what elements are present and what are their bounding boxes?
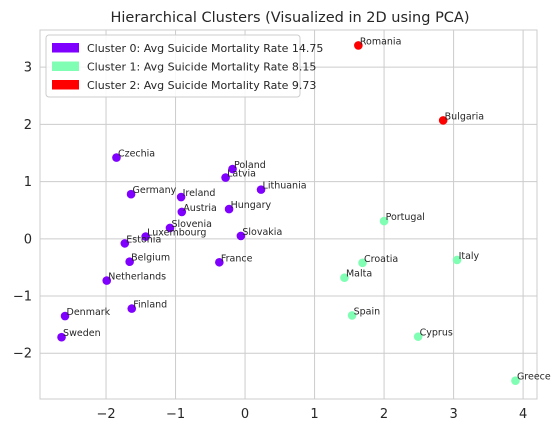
- data-points: [57, 41, 520, 385]
- point-label: Bulgaria: [445, 111, 484, 122]
- data-point: [177, 207, 187, 217]
- data-point: [358, 258, 367, 268]
- point-label: Ireland: [183, 188, 216, 199]
- point-label: Malta: [346, 269, 372, 280]
- data-point: [102, 276, 112, 285]
- x-axis-ticks: −2 −1 0 1 2 3 4: [96, 407, 527, 422]
- legend-box: [45, 34, 301, 98]
- x-tick-label: 3: [449, 407, 457, 422]
- point-label: Italy: [459, 251, 480, 262]
- data-point: [354, 41, 363, 50]
- data-point: [379, 216, 389, 226]
- point-label: Austria: [183, 203, 217, 214]
- data-point: [511, 376, 520, 385]
- legend-swatch: [52, 61, 79, 71]
- y-axis-ticks: −2 −1 0 1 2 3: [13, 61, 32, 362]
- legend-entry-label: Cluster 1: Avg Suicide Mortality Rate 8.…: [87, 61, 316, 74]
- data-point: [57, 332, 66, 342]
- point-label: Poland: [234, 160, 266, 171]
- legend-swatch: [52, 43, 79, 53]
- point-label: Finland: [133, 300, 167, 311]
- data-point: [112, 153, 121, 162]
- data-point: [256, 185, 266, 194]
- point-label: Netherlands: [108, 272, 166, 283]
- y-tick-label: 2: [24, 118, 32, 133]
- y-tick-label: 1: [24, 175, 32, 190]
- y-tick-label: −1: [13, 290, 32, 305]
- data-point: [452, 255, 462, 265]
- data-point: [438, 116, 448, 125]
- point-label: Hungary: [231, 200, 272, 211]
- point-label: Romania: [360, 36, 402, 47]
- y-tick-label: −2: [13, 347, 32, 362]
- point-label: Estonia: [126, 234, 161, 245]
- x-tick-label: 1: [310, 407, 318, 422]
- data-point: [221, 173, 230, 182]
- legend-entry-label: Cluster 2: Avg Suicide Mortality Rate 9.…: [87, 79, 316, 92]
- point-label: France: [221, 253, 253, 264]
- point-label: Lithuania: [263, 181, 307, 192]
- data-point: [141, 232, 150, 241]
- point-label: Cyprus: [420, 328, 453, 339]
- legend-entry-label: Cluster 0: Avg Suicide Mortality Rate 14…: [87, 42, 323, 55]
- data-point: [127, 304, 137, 313]
- y-tick-label: 3: [24, 61, 32, 76]
- point-label: Denmark: [67, 307, 111, 318]
- point-label: Slovakia: [242, 227, 282, 238]
- data-point: [347, 311, 357, 320]
- y-tick-label: 0: [24, 232, 32, 247]
- data-point: [236, 231, 246, 241]
- data-point: [224, 204, 234, 214]
- chart-title: Hierarchical Clusters (Visualized in 2D …: [110, 10, 469, 26]
- point-label: Czechia: [118, 149, 155, 160]
- data-point: [120, 239, 130, 248]
- data-point: [228, 164, 237, 174]
- point-label: Germany: [133, 185, 177, 196]
- data-point: [125, 257, 134, 266]
- data-point: [413, 332, 423, 341]
- point-label: Portugal: [386, 212, 425, 223]
- point-label: Latvia: [227, 169, 256, 180]
- point-label: Luxembourg: [147, 228, 206, 239]
- point-label: Sweden: [63, 328, 101, 339]
- x-tick-label: 4: [519, 407, 527, 422]
- point-label: Croatia: [364, 254, 398, 265]
- data-point: [126, 189, 136, 199]
- legend: Cluster 0: Avg Suicide Mortality Rate 14…: [45, 34, 323, 98]
- legend-swatch: [52, 80, 79, 90]
- point-label: Belgium: [131, 253, 170, 264]
- point-label: Slovenia: [171, 219, 211, 230]
- data-point: [165, 223, 175, 233]
- point-label: Spain: [354, 306, 381, 317]
- data-point: [215, 257, 224, 267]
- point-label: Greece: [517, 372, 551, 383]
- x-tick-label: 0: [241, 407, 249, 422]
- data-point: [340, 273, 349, 283]
- data-point: [176, 192, 186, 202]
- x-tick-label: 2: [380, 407, 388, 422]
- x-tick-label: −1: [166, 407, 185, 422]
- x-tick-label: −2: [96, 407, 115, 422]
- data-point: [60, 311, 70, 321]
